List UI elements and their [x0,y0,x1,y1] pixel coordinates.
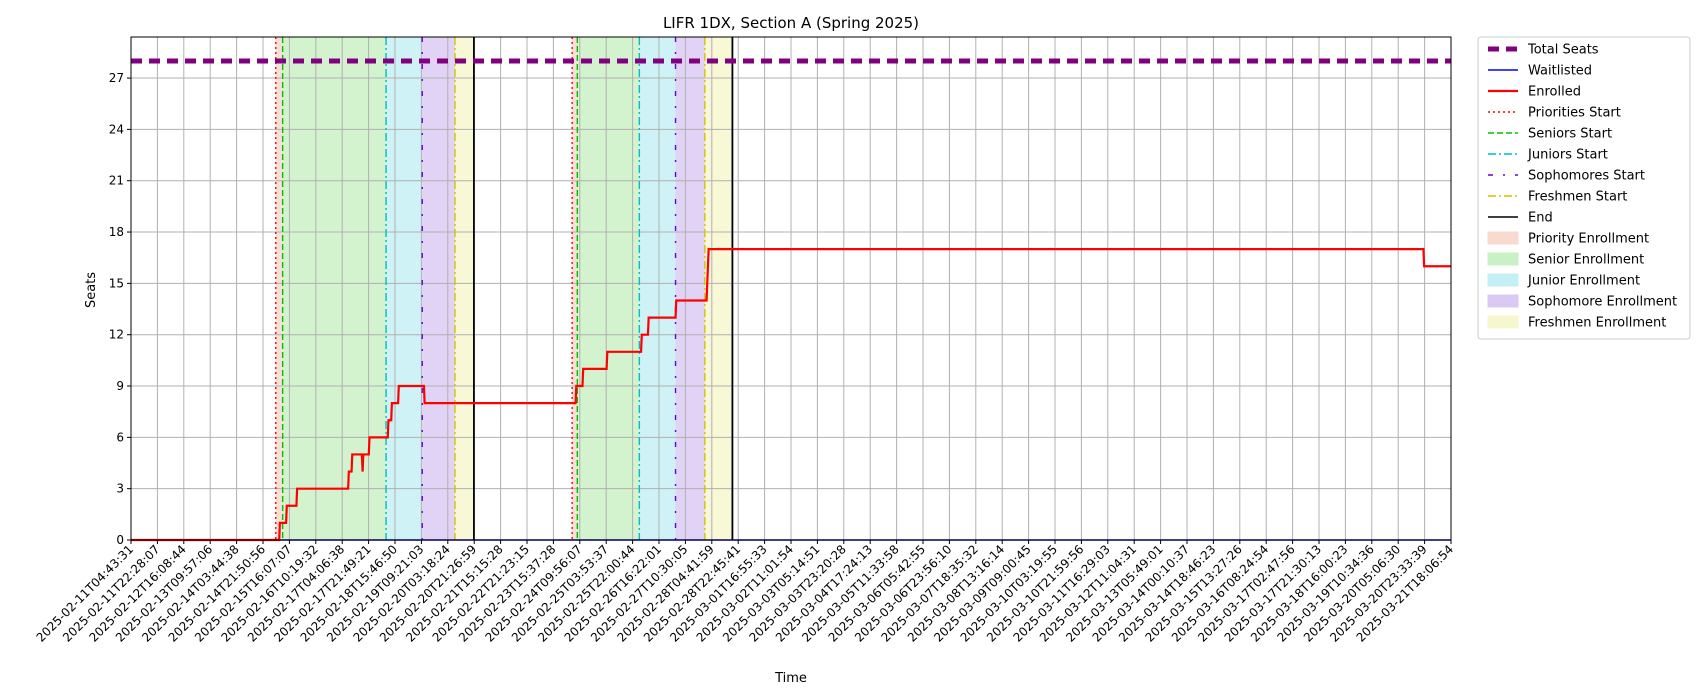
y-tick-label: 6 [116,430,124,444]
legend-label-freshmen-enrollment: Freshmen Enrollment [1528,316,1666,331]
y-tick-label: 21 [109,174,124,188]
y-tick-label: 3 [116,482,124,496]
enrollment-regions [275,37,733,540]
y-tick-label: 24 [109,122,124,136]
y-axis-title: Seats [84,272,99,308]
phase-markers [275,37,734,540]
x-axis-ticks: 2025-02-11T04:43:312025-02-11T22:28:0720… [34,540,1456,645]
legend-label-senior-enrollment: Senior Enrollment [1528,253,1644,268]
legend-label-waitlisted: Waitlisted [1528,64,1592,79]
y-tick-label: 9 [116,379,124,393]
junior-enrollment-region-1 [386,37,423,540]
legend-label-sophomore-enrollment: Sophomore Enrollment [1528,295,1677,310]
priority-enrollment-region-2 [572,37,578,540]
legend-label-sophomores-start: Sophomores Start [1528,169,1645,184]
freshmen-enrollment-region-2 [704,37,733,540]
y-tick-label: 15 [109,276,124,290]
senior-enrollment-region-1 [282,37,387,540]
junior-enrollment-region-2 [639,37,676,540]
enrolled-series [131,248,1451,542]
y-tick-label: 18 [109,225,124,239]
legend-label-priorities-start: Priorities Start [1528,106,1621,121]
sophomore-enrollment-region-2 [675,37,705,540]
senior-enrollment-region-2 [577,37,640,540]
x-axis-title: Time [774,671,807,686]
y-tick-label: 0 [116,533,124,547]
legend-label-freshmen-start: Freshmen Start [1528,190,1627,205]
legend-swatch-sophomore-enrollment [1487,294,1519,308]
legend-swatch-senior-enrollment [1487,252,1519,266]
legend-swatch-freshmen-enrollment [1487,315,1519,329]
legend-label-seniors-start: Seniors Start [1528,127,1612,142]
y-tick-label: 27 [109,71,124,85]
legend-label-priority-enrollment: Priority Enrollment [1528,232,1649,247]
legend-label-total-seats: Total Seats [1527,43,1599,58]
priority-enrollment-region-1 [275,37,283,540]
y-tick-label: 12 [109,328,124,342]
legend-label-junior-enrollment: Junior Enrollment [1527,274,1640,289]
legend-box [1477,36,1691,340]
legend-label-enrolled: Enrolled [1528,85,1581,100]
chart-title: LIFR 1DX, Section A (Spring 2025) [663,14,919,32]
legend-swatch-priority-enrollment [1487,231,1519,245]
legend: Total Seats Waitlisted Enrolled Priorities … [1477,36,1691,340]
legend-swatch-junior-enrollment [1487,273,1519,287]
freshmen-enrollment-region-1 [454,37,474,540]
sophomore-enrollment-region-1 [422,37,455,540]
legend-label-juniors-start: Juniors Start [1527,148,1608,163]
y-axis-ticks: 0 3 6 9 12 15 18 21 24 27 [109,71,131,547]
legend-label-end: End [1528,211,1553,226]
